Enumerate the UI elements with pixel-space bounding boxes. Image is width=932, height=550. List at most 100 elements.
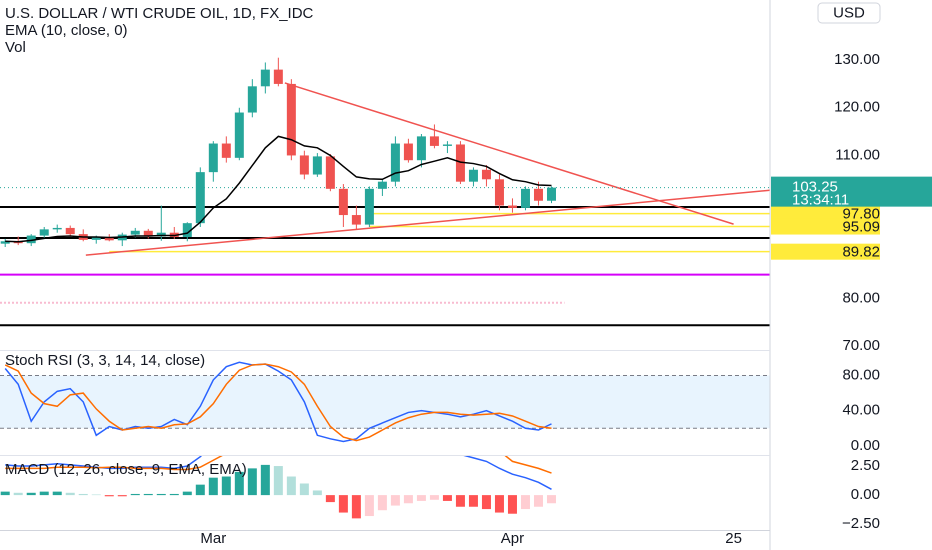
candle-body xyxy=(208,143,218,173)
y-tick-label: 110.00 xyxy=(835,146,880,163)
y-tick-label: 40.00 xyxy=(842,402,880,419)
y-tick-label: 0.00 xyxy=(851,437,880,454)
macd-histogram-bar xyxy=(221,476,231,496)
level-label: 97.80 xyxy=(842,206,880,223)
candle-body xyxy=(52,227,62,230)
macd-histogram-bar xyxy=(364,495,374,517)
y-tick-label: 80.00 xyxy=(842,366,880,383)
macd-histogram-bar xyxy=(533,495,543,507)
macd-histogram-bar xyxy=(143,493,153,496)
candle-body xyxy=(520,188,530,208)
y-tick-label: 130.00 xyxy=(834,51,880,68)
candle-body xyxy=(260,69,270,87)
x-tick-label: Apr xyxy=(501,530,524,547)
candle-body xyxy=(91,237,101,240)
candle-body xyxy=(325,156,335,189)
level-label-bg xyxy=(771,205,880,222)
macd-histogram-bar xyxy=(455,495,465,507)
candle-body xyxy=(247,86,257,113)
macd-histogram-bar xyxy=(130,493,140,496)
candle-body xyxy=(403,143,413,161)
macd-histogram-bar xyxy=(26,492,36,496)
y-tick-label: −2.50 xyxy=(842,515,880,532)
macd-histogram-bar xyxy=(117,495,127,497)
macd-histogram-bar xyxy=(546,495,556,504)
candle-body xyxy=(338,188,348,216)
macd-histogram-bar xyxy=(286,476,296,496)
macd-histogram-bar xyxy=(0,491,10,496)
candle-body xyxy=(416,136,426,161)
candle-body xyxy=(507,205,517,208)
macd-histogram-bar xyxy=(351,495,361,519)
last-price-label-bg xyxy=(771,176,932,207)
x-tick-label: Mar xyxy=(200,530,226,547)
macd-histogram-bar xyxy=(208,477,218,496)
macd-histogram-bar xyxy=(377,495,387,511)
macd-histogram-bar xyxy=(234,471,244,496)
macd-histogram-bar xyxy=(78,493,88,496)
macd-histogram-bar xyxy=(481,495,491,510)
candle-body xyxy=(351,215,361,225)
macd-histogram-bar xyxy=(273,466,283,496)
macd-histogram-bar xyxy=(299,483,309,496)
candle-body xyxy=(26,235,36,244)
symbol-title: U.S. DOLLAR / WTI CRUDE OIL, 1D, FX_IDC xyxy=(5,5,314,22)
y-tick-label: 120.00 xyxy=(834,99,880,116)
macd-title: MACD (12, 26, close, 9, EMA, EMA) xyxy=(5,461,247,478)
price-pane xyxy=(0,57,770,327)
candle-body xyxy=(364,188,374,225)
candle-body xyxy=(377,181,387,189)
candle-body xyxy=(104,237,114,241)
candle-body xyxy=(65,227,75,235)
macd-histogram-bar xyxy=(260,464,270,496)
macd-histogram-bar xyxy=(429,495,439,500)
macd-histogram-bar xyxy=(338,495,348,513)
macd-histogram-bar xyxy=(468,495,478,507)
level-label: 89.82 xyxy=(842,244,880,261)
indicator-line xyxy=(4,363,552,442)
candle-body xyxy=(39,229,49,236)
candle-body xyxy=(234,112,244,158)
macd-histogram-bar xyxy=(156,493,166,496)
macd-histogram-bar xyxy=(182,491,192,496)
candle-body xyxy=(533,188,543,201)
currency-button[interactable] xyxy=(817,2,881,24)
level-label: 95.09 xyxy=(842,219,880,236)
currency-label[interactable]: USD xyxy=(833,4,865,21)
candle-body xyxy=(182,223,192,237)
trendline xyxy=(284,82,734,225)
candle-body xyxy=(312,156,322,175)
macd-histogram-bar xyxy=(52,491,62,496)
stoch-pane xyxy=(0,361,770,443)
stoch-title: Stoch RSI (3, 3, 14, 14, close) xyxy=(5,352,205,369)
indicator-line xyxy=(5,135,552,243)
y-tick-label: 2.50 xyxy=(851,457,880,474)
bar-countdown: 13:34:11 xyxy=(792,192,849,209)
candle-body xyxy=(429,136,439,146)
candle-body xyxy=(273,69,283,84)
macd-histogram-bar xyxy=(507,495,517,514)
candle-body xyxy=(286,83,296,156)
candle-body xyxy=(130,230,140,235)
ema-legend: EMA (10, close, 0) xyxy=(5,22,128,39)
level-label-bg xyxy=(771,218,880,235)
candle-body xyxy=(195,172,205,224)
candle-body xyxy=(221,143,231,158)
macd-histogram-bar xyxy=(39,491,49,496)
y-tick-label: 80.00 xyxy=(842,289,880,306)
candle-body xyxy=(299,155,309,175)
last-price-label: 103.25 xyxy=(792,179,838,196)
macd-histogram-bar xyxy=(403,495,413,504)
candle-body xyxy=(455,144,465,182)
macd-histogram-bar xyxy=(91,494,101,496)
candle-body xyxy=(390,143,400,182)
y-tick-label: 70.00 xyxy=(842,337,880,354)
macd-pane xyxy=(0,455,556,519)
candle-body xyxy=(546,187,556,201)
x-tick-label: 25 xyxy=(725,530,742,547)
candle-body xyxy=(442,144,452,146)
macd-histogram-bar xyxy=(390,495,400,506)
candle-body xyxy=(0,241,10,244)
macd-histogram-bar xyxy=(312,490,322,496)
